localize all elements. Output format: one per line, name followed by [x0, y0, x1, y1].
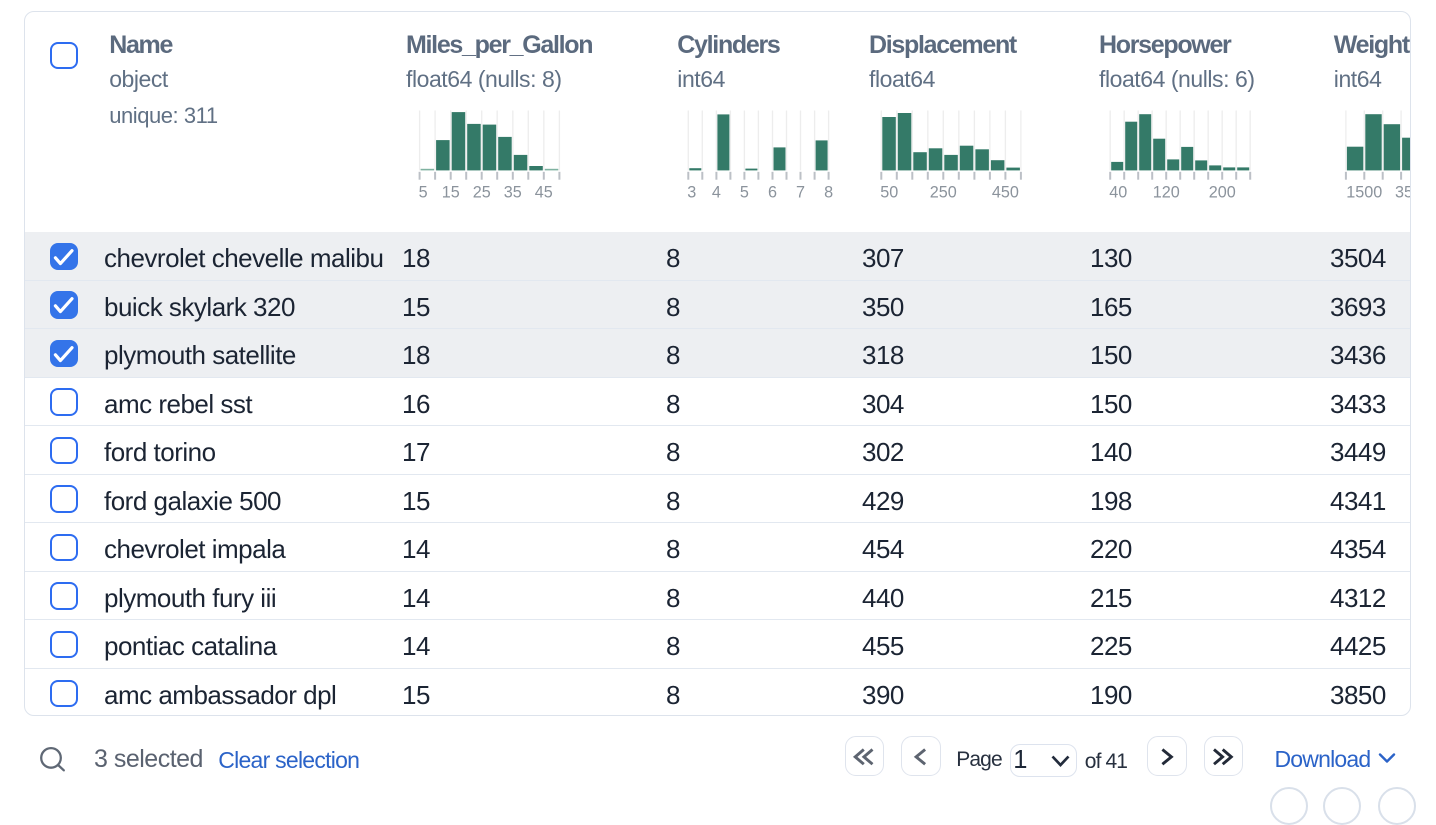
svg-text:35: 35 — [503, 183, 521, 201]
svg-text:25: 25 — [472, 183, 490, 201]
svg-text:15: 15 — [441, 183, 459, 201]
svg-text:250: 250 — [929, 183, 956, 201]
svg-text:5: 5 — [739, 183, 748, 201]
svg-text:5: 5 — [418, 183, 427, 201]
svg-text:45: 45 — [534, 183, 552, 201]
svg-text:120: 120 — [1152, 183, 1179, 201]
svg-text:200: 200 — [1208, 183, 1235, 201]
svg-text:450: 450 — [991, 183, 1018, 201]
svg-text:50: 50 — [880, 183, 898, 201]
svg-text:4: 4 — [711, 183, 720, 201]
svg-text:6: 6 — [767, 183, 776, 201]
svg-text:7: 7 — [795, 183, 804, 201]
svg-text:1500: 1500 — [1346, 183, 1382, 201]
svg-text:8: 8 — [824, 183, 833, 201]
svg-text:40: 40 — [1109, 183, 1127, 201]
svg-text:3: 3 — [687, 183, 696, 201]
svg-text:3500: 3500 — [1394, 183, 1410, 201]
